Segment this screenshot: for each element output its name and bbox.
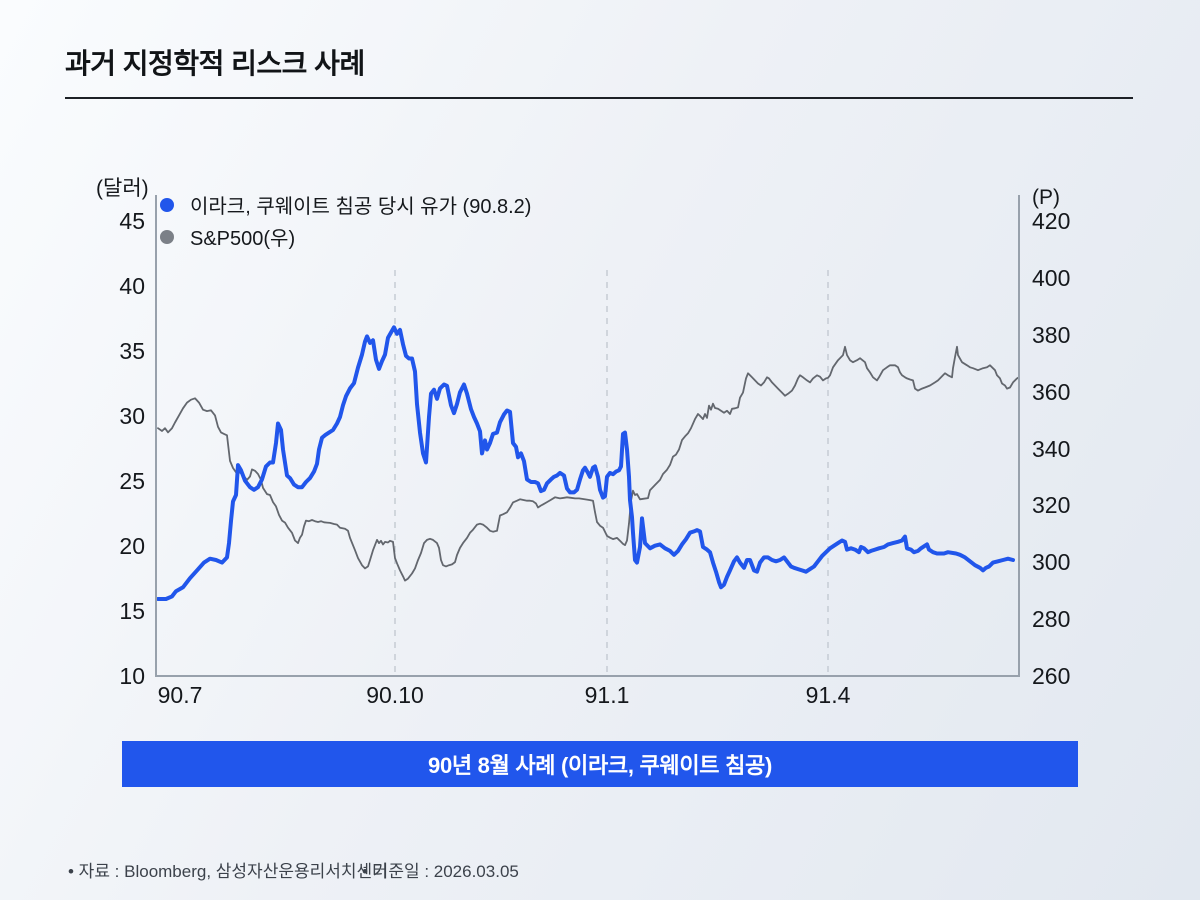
chart-plot-area [155,195,1020,677]
legend-item-oil: 이라크, 쿠웨이트 침공 당시 유가 (90.8.2) [160,192,532,218]
oil-series-dot-icon [160,197,174,212]
x-axis-tick: 90.10 [366,682,424,708]
chart-legend: 이라크, 쿠웨이트 침공 당시 유가 (90.8.2) S&P500(우) [160,192,532,250]
left-axis-tick: 45 [119,208,145,234]
right-axis-tick: 420 [1032,208,1071,234]
x-axis-tick: 91.4 [805,682,851,708]
sp500-series-dot-icon [160,229,174,244]
right-axis-tick: 360 [1032,378,1071,405]
left-axis-tick: 40 [119,273,145,299]
x-axis-tick: 91.1 [584,682,630,708]
left-axis-unit-label: (달러) [96,177,149,200]
legend-label-oil: 이라크, 쿠웨이트 침공 당시 유가 (90.8.2) [190,196,532,218]
title-divider [65,97,1133,99]
right-axis-tick: 320 [1032,492,1071,519]
footer-source-note: • 자료 : Bloomberg, 삼성자산운용리서치센터 [68,862,388,881]
right-axis-unit-label: (P) [1032,186,1060,209]
footer-basedate-note: • 기준일 : 2026.03.05 [362,862,519,881]
event-banner-label: 90년 8월 사례 (이라크, 쿠웨이트 침공) [428,753,772,778]
right-axis-tick: 380 [1032,321,1071,348]
right-axis-tick: 300 [1032,549,1071,576]
x-axis-tick: 90.7 [157,682,203,708]
right-axis-tick: 400 [1032,264,1071,291]
page-title: 과거 지정학적 리스크 사례 [65,48,365,79]
left-axis-tick: 30 [119,403,145,429]
left-axis-tick: 20 [119,533,145,559]
legend-label-sp500: S&P500(우) [190,228,296,250]
left-axis-tick: 15 [119,598,145,624]
right-axis-tick: 280 [1032,606,1071,633]
right-axis-tick: 340 [1032,435,1071,462]
left-axis-tick: 10 [119,663,145,689]
sp500-line [157,345,1020,582]
legend-item-sp500: S&P500(우) [160,224,531,250]
left-axis-tick: 25 [119,468,145,494]
left-axis-tick: 35 [119,338,145,364]
oil-price-line [156,325,1015,601]
event-banner: 90년 8월 사례 (이라크, 쿠웨이트 침공) [122,741,1078,787]
right-axis-tick: 260 [1032,663,1071,689]
